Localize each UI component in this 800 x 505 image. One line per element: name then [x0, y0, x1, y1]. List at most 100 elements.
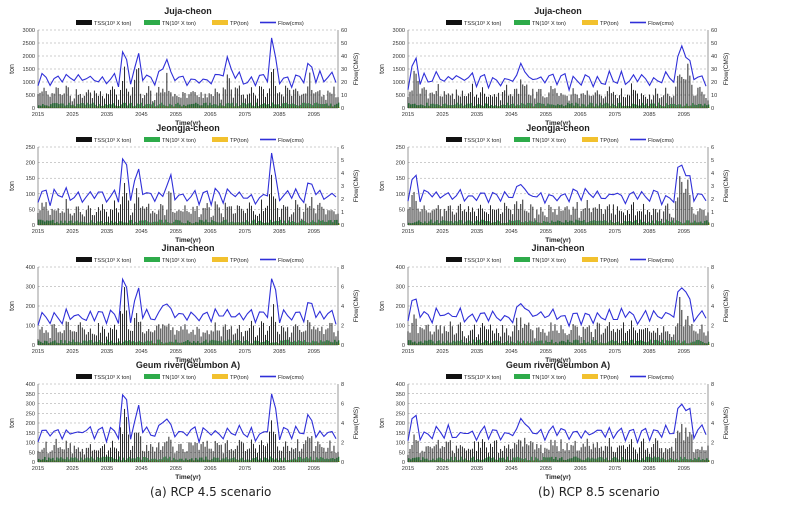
bar-tn — [440, 457, 442, 462]
bar-tss — [568, 209, 570, 225]
bar-tn — [54, 460, 56, 462]
bar-tss — [299, 329, 301, 345]
bar-tn — [452, 340, 454, 345]
bar-tss — [594, 92, 596, 108]
bar-tn — [102, 105, 104, 108]
bar-tss — [622, 445, 624, 462]
bar-tss — [164, 442, 166, 462]
bar-tss — [190, 331, 192, 345]
bar-tss — [590, 449, 592, 462]
bar-tn — [462, 105, 464, 108]
bar-tn — [276, 220, 277, 225]
bar-tn — [100, 105, 102, 108]
bar-tss — [252, 211, 254, 225]
bar-tss — [520, 440, 522, 462]
bar-tss — [160, 449, 162, 462]
x-tick-label: 2035 — [471, 466, 483, 472]
bar-tss — [146, 331, 148, 345]
bar-tss — [510, 336, 512, 345]
bar-tn — [507, 222, 508, 225]
bar-tss — [319, 90, 321, 108]
y-tick-label: 200 — [26, 304, 35, 310]
bar-tss — [675, 438, 677, 462]
y2-tick-label: 1 — [341, 210, 344, 216]
bar-tn — [577, 103, 579, 108]
bar-tn — [161, 102, 163, 108]
bar-tn — [636, 219, 637, 225]
bar-tn — [70, 220, 72, 225]
bar-tn — [133, 106, 134, 108]
bar-tn — [221, 105, 223, 108]
bar-tn — [454, 220, 456, 225]
bar-tn — [179, 458, 181, 462]
bar-tn — [94, 104, 96, 108]
bar-tn — [640, 460, 641, 462]
bar-tss — [170, 330, 172, 345]
bar-tss — [39, 92, 41, 108]
y2-tick-label: 40 — [711, 54, 717, 60]
bar-tss — [526, 324, 528, 345]
bar-tn — [430, 339, 432, 345]
bar-tn — [521, 103, 523, 108]
bar-tn — [547, 103, 549, 108]
bar-tss — [204, 93, 206, 108]
bar-tn — [611, 339, 613, 345]
bar-tss — [69, 95, 71, 108]
bar-tn — [654, 340, 655, 345]
bar-tss — [311, 196, 313, 225]
bar-tn — [76, 341, 78, 345]
bar-tn — [519, 341, 521, 345]
bar-tn — [646, 103, 647, 108]
bar-tss — [703, 332, 705, 345]
bar-tn — [666, 340, 668, 345]
bar-tss — [279, 217, 281, 225]
bar-tss — [118, 99, 119, 108]
bar-tss — [97, 323, 99, 345]
bar-tss — [459, 203, 461, 225]
bar-tn — [652, 343, 653, 345]
bar-tn — [54, 340, 56, 345]
bar-tss — [618, 210, 620, 225]
bar-tn — [609, 105, 611, 108]
bar-tss — [289, 450, 291, 462]
bar-tss — [518, 93, 520, 108]
bar-tn — [169, 103, 171, 108]
bar-tn — [561, 104, 563, 108]
x-tick-label: 2065 — [574, 112, 586, 118]
bar-tn — [98, 340, 100, 345]
bar-tn — [642, 340, 643, 345]
bar-tn — [163, 104, 165, 108]
bar-tn — [153, 102, 155, 108]
bar-tss — [134, 203, 136, 225]
bar-tn — [229, 458, 231, 462]
bar-tn — [324, 341, 326, 345]
bar-tss — [319, 202, 321, 225]
y2-axis-label: Flow(CMS) — [723, 407, 730, 440]
bar-tn — [288, 220, 289, 225]
bar-tn — [430, 103, 432, 108]
bar-tss — [451, 326, 453, 345]
bar-tss — [220, 444, 222, 462]
bar-tn — [704, 103, 706, 108]
bar-tn — [147, 221, 149, 225]
bar-tss — [220, 213, 222, 225]
bar-tn — [306, 456, 308, 462]
bar-tss — [651, 99, 653, 108]
y2-tick-label: 4 — [711, 421, 714, 427]
bar-tn — [300, 456, 302, 462]
bar-tn — [203, 103, 205, 108]
bar-tss — [556, 330, 558, 345]
bar-tss — [496, 209, 498, 225]
bar-tss — [174, 453, 176, 462]
bar-tn — [332, 106, 334, 108]
bar-tss — [71, 453, 73, 462]
bar-tss — [95, 335, 97, 345]
bar-tss — [486, 447, 487, 462]
bar-tn — [231, 458, 233, 462]
bar-tss — [172, 327, 174, 345]
bar-tss — [69, 443, 71, 462]
bar-tn — [227, 459, 229, 462]
bar-tss — [321, 326, 323, 345]
bar-tn — [320, 104, 322, 108]
x-tick-label: 2045 — [505, 112, 517, 118]
